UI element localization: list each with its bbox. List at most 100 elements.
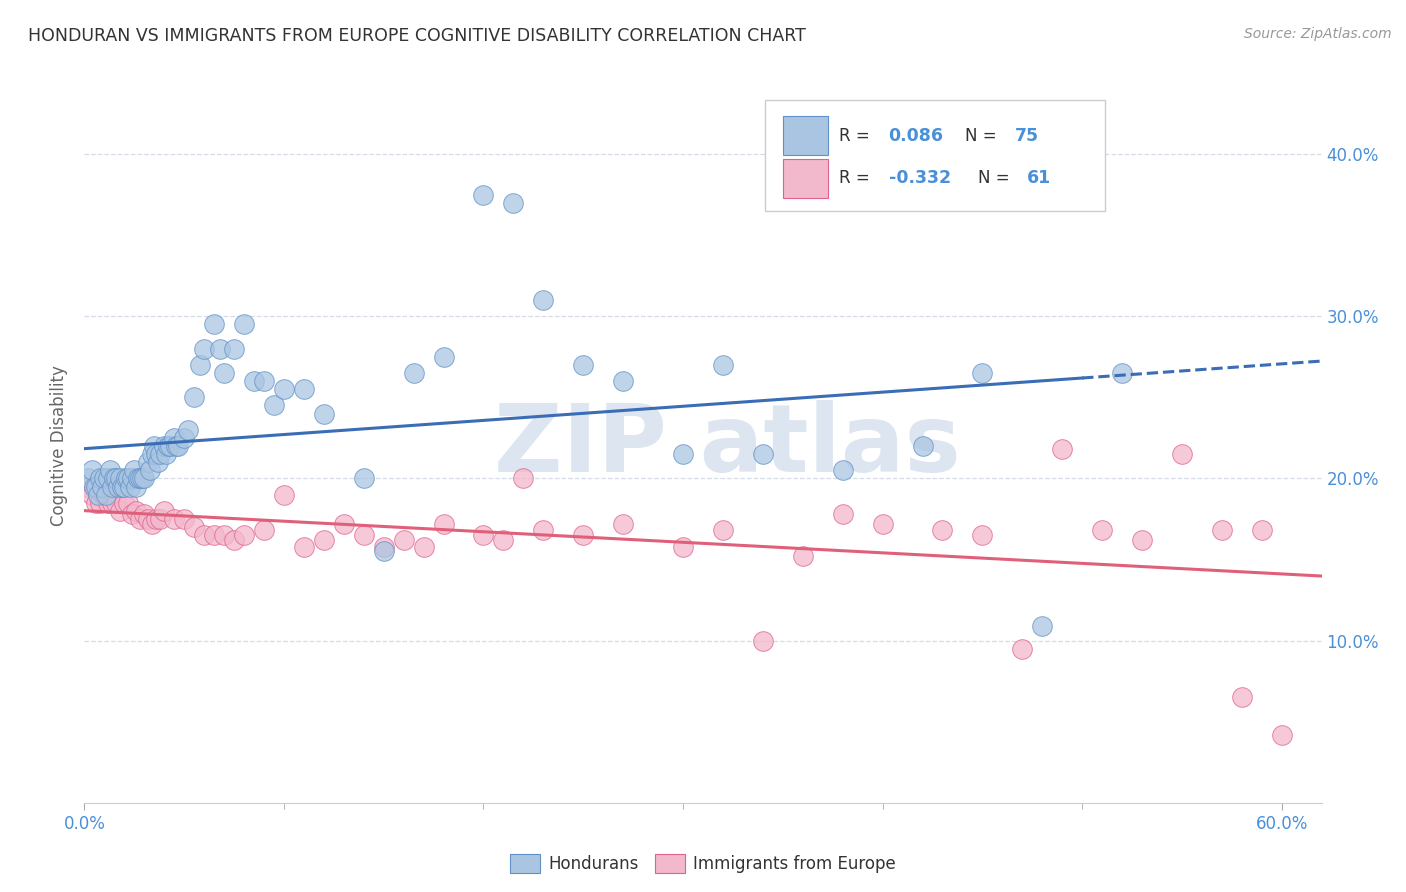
Point [1171,447,1194,461]
Text: N =: N = [966,127,1002,145]
Point [86,479,108,493]
Point [139,463,162,477]
Point [1230,690,1253,705]
Point [672,447,695,461]
Point [141,516,163,531]
Point [1011,641,1033,656]
Point [752,447,775,461]
Point [167,439,190,453]
Point [212,528,235,542]
Point [273,382,295,396]
Point [97,471,120,485]
Point [83,479,105,493]
Point [148,455,170,469]
Point [432,516,454,531]
Point [1250,524,1272,538]
Text: 61: 61 [1028,169,1052,187]
Point [112,479,135,493]
Point [183,390,205,404]
Point [373,544,395,558]
Point [1031,619,1053,633]
Point [209,342,232,356]
Point [82,463,104,477]
Point [110,471,132,485]
Point [1271,728,1294,742]
Point [392,533,415,547]
Point [1050,442,1073,457]
Point [911,439,934,453]
Point [77,479,100,493]
Point [292,540,315,554]
Point [243,374,266,388]
Point [972,366,994,380]
Point [612,374,634,388]
Point [134,507,156,521]
Point [202,318,225,332]
Point [752,633,775,648]
Point [183,520,205,534]
Point [155,447,177,461]
Point [143,439,166,453]
Point [163,431,186,445]
Point [101,496,124,510]
Point [96,488,118,502]
Point [972,528,994,542]
Point [145,447,167,461]
Point [492,533,515,547]
Point [672,540,695,554]
Point [222,533,245,547]
Point [105,471,128,485]
Point [111,479,134,493]
Point [120,479,142,493]
Y-axis label: Cognitive Disability: Cognitive Disability [51,366,69,526]
Point [145,512,167,526]
Text: HONDURAN VS IMMIGRANTS FROM EUROPE COGNITIVE DISABILITY CORRELATION CHART: HONDURAN VS IMMIGRANTS FROM EUROPE COGNI… [28,27,806,45]
Point [117,496,139,510]
Point [97,496,120,510]
Point [263,399,285,413]
Point [831,463,853,477]
Point [157,439,180,453]
Point [153,439,176,453]
Point [89,496,111,510]
Point [472,187,495,202]
Point [129,471,152,485]
Point [432,350,454,364]
Point [253,524,276,538]
Point [202,528,225,542]
Text: -0.332: -0.332 [889,169,950,187]
FancyBboxPatch shape [765,100,1105,211]
Point [233,318,256,332]
Text: N =: N = [977,169,1015,187]
Point [115,471,138,485]
Point [127,471,149,485]
Point [472,528,495,542]
Point [193,528,215,542]
Point [572,358,595,372]
Text: 75: 75 [1015,127,1039,145]
Point [105,496,128,510]
Point [93,488,115,502]
Point [292,382,315,396]
Point [86,496,108,510]
Point [711,524,734,538]
Text: R =: R = [839,169,875,187]
Point [110,504,132,518]
Point [1130,533,1153,547]
Point [77,471,100,485]
Legend: Hondurans, Immigrants from Europe: Hondurans, Immigrants from Europe [503,847,903,880]
Point [125,479,148,493]
Point [131,471,153,485]
Point [1111,366,1133,380]
Point [711,358,734,372]
Point [89,471,111,485]
Point [531,524,554,538]
Point [121,507,143,521]
Point [82,488,104,502]
Point [98,463,121,477]
Point [159,439,181,453]
Text: ZIP atlas: ZIP atlas [495,400,962,492]
Point [412,540,434,554]
Point [93,471,115,485]
Point [121,471,143,485]
